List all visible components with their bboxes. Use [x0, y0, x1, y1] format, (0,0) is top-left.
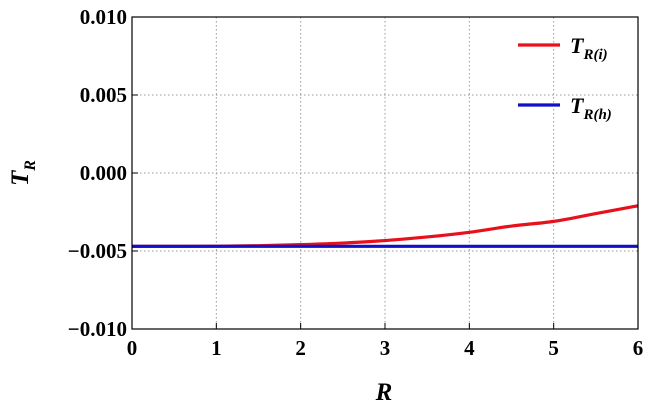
ticks	[131, 16, 639, 330]
x-tick-label: 1	[211, 336, 222, 360]
y-tick-label: 0.000	[80, 161, 127, 185]
y-axis-label: TR	[7, 160, 39, 186]
y-tick-labels: 0.010 0.005 0.000 −0.005 −0.010	[68, 5, 127, 341]
grid	[131, 16, 639, 330]
x-tick-labels: 0 1 2 3 4 5 6	[127, 336, 644, 360]
x-tick-label: 4	[464, 336, 475, 360]
x-tick-label: 6	[633, 336, 644, 360]
legend-label-1: TR(i)	[570, 33, 608, 63]
x-axis-label: R	[375, 379, 393, 406]
series-group	[131, 204, 639, 248]
y-tick-label: −0.005	[68, 239, 127, 263]
x-tick-label: 3	[380, 336, 391, 360]
x-tick-label: 2	[295, 336, 306, 360]
y-tick-label: −0.010	[68, 317, 127, 341]
y-tick-label: 0.010	[80, 5, 127, 29]
legend-label-2: TR(h)	[570, 93, 612, 123]
y-tick-label: 0.005	[80, 83, 127, 107]
x-tick-label: 5	[548, 336, 559, 360]
legend: TR(i) TR(h)	[518, 33, 612, 123]
x-tick-label: 0	[127, 336, 138, 360]
